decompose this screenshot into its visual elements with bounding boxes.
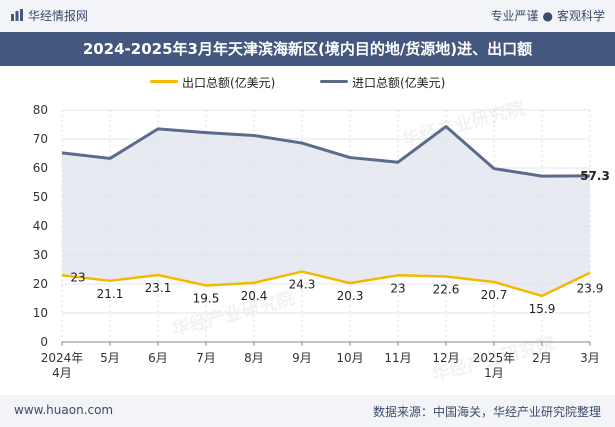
export-data-label: 24.3 bbox=[289, 278, 316, 292]
export-line bbox=[61, 270, 591, 298]
x-tick-label: 2024年 bbox=[41, 351, 84, 365]
website-link[interactable]: www.huaon.com bbox=[14, 403, 114, 417]
x-tick-label: 7月 bbox=[196, 351, 216, 365]
data-source: 数据来源：中国海关，华经产业研究院整理 bbox=[372, 405, 601, 419]
y-tick-label: 30 bbox=[33, 248, 48, 262]
legend-item-import[interactable]: 进口总额(亿美元) bbox=[320, 74, 445, 91]
x-tick-label: 3月 bbox=[580, 351, 600, 365]
x-tick-label: 2月 bbox=[532, 351, 552, 365]
legend: 出口总额(亿美元) 进口总额(亿美元) bbox=[0, 74, 615, 94]
area-between-series bbox=[62, 126, 590, 296]
bar-chart-icon bbox=[11, 9, 23, 21]
brand[interactable]: 华经情报网 bbox=[10, 7, 88, 24]
x-tick-label: 9月 bbox=[292, 351, 312, 365]
legend-item-export[interactable]: 出口总额(亿美元) bbox=[150, 74, 275, 91]
tagline-left: 专业严谨 bbox=[490, 9, 539, 23]
export-data-label: 19.5 bbox=[193, 291, 220, 305]
top-bar: 华经情报网 专业严谨 ● 客观科学 bbox=[0, 0, 615, 32]
y-tick-label: 40 bbox=[33, 219, 48, 233]
export-data-label: 20.4 bbox=[241, 289, 268, 303]
y-tick-label: 80 bbox=[33, 103, 48, 117]
export-data-label: 23 bbox=[70, 270, 85, 284]
x-tick-label: 5月 bbox=[100, 351, 120, 365]
export-data-label: 21.1 bbox=[97, 287, 124, 301]
y-tick-label: 10 bbox=[33, 306, 48, 320]
y-tick-label: 60 bbox=[33, 161, 48, 175]
x-tick-label: 8月 bbox=[244, 351, 264, 365]
export-data-label: 20.3 bbox=[337, 289, 364, 303]
export-data-label: 23.1 bbox=[145, 281, 172, 295]
export-data-label: 23 bbox=[390, 281, 405, 295]
import-line bbox=[61, 125, 591, 178]
legend-label-import: 进口总额(亿美元) bbox=[352, 76, 446, 90]
x-tick-label: 4月 bbox=[52, 366, 72, 380]
legend-swatch-export bbox=[150, 80, 178, 83]
export-data-label: 20.7 bbox=[481, 288, 508, 302]
y-tick-label: 70 bbox=[33, 132, 48, 146]
bullet-icon: ● bbox=[542, 9, 553, 23]
import-data-label: 57.3 bbox=[580, 169, 610, 183]
y-tick-label: 50 bbox=[33, 190, 48, 204]
y-tick-label: 20 bbox=[33, 277, 48, 291]
legend-label-export: 出口总额(亿美元) bbox=[182, 76, 276, 90]
chart-title: 2024-2025年3月年天津滨海新区(境内目的地/货源地)进、出口额 bbox=[0, 32, 615, 66]
y-tick-label: 0 bbox=[40, 335, 48, 349]
x-tick-label: 1月 bbox=[484, 366, 504, 380]
legend-swatch-import bbox=[320, 80, 348, 83]
export-data-label: 23.9 bbox=[577, 282, 604, 296]
x-tick-label: 12月 bbox=[432, 351, 459, 365]
x-tick-label: 10月 bbox=[336, 351, 363, 365]
tagline: 专业严谨 ● 客观科学 bbox=[490, 7, 605, 24]
x-tick-label: 11月 bbox=[384, 351, 411, 365]
brand-name: 华经情报网 bbox=[28, 9, 89, 23]
footer: www.huaon.com 数据来源：中国海关，华经产业研究院整理 bbox=[0, 395, 615, 427]
export-data-label: 15.9 bbox=[529, 302, 556, 316]
export-data-label: 22.6 bbox=[433, 282, 460, 296]
tagline-right: 客观科学 bbox=[556, 9, 605, 23]
x-tick-label: 6月 bbox=[148, 351, 168, 365]
x-tick-label: 2025年 bbox=[473, 351, 516, 365]
